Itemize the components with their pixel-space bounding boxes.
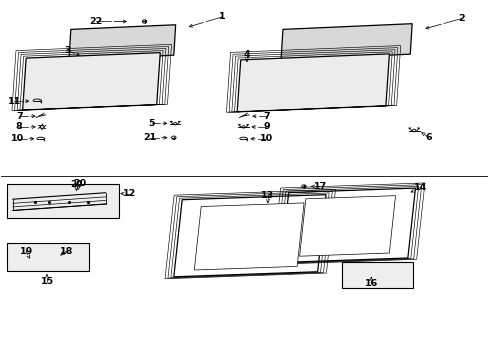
Text: 22: 22 (89, 17, 102, 26)
Polygon shape (299, 195, 395, 256)
Text: 2: 2 (457, 14, 464, 23)
Text: 3: 3 (64, 46, 71, 55)
Bar (6, 184, 119, 218)
Text: 18: 18 (60, 247, 73, 256)
Text: 6: 6 (425, 133, 431, 142)
Polygon shape (194, 203, 304, 270)
Text: 20: 20 (74, 179, 86, 188)
Text: 20: 20 (70, 180, 82, 189)
Text: 13: 13 (261, 191, 274, 200)
Bar (6, 243, 89, 271)
Polygon shape (69, 25, 175, 60)
Text: 11: 11 (8, 96, 21, 105)
Bar (341, 262, 412, 288)
Text: 10: 10 (259, 134, 272, 143)
Text: 9: 9 (263, 122, 269, 131)
Polygon shape (237, 54, 388, 112)
Text: 14: 14 (413, 183, 427, 192)
Polygon shape (281, 24, 411, 60)
Text: 10: 10 (11, 134, 24, 143)
Text: 7: 7 (263, 112, 269, 121)
Text: 7: 7 (16, 112, 22, 121)
Text: 21: 21 (142, 133, 156, 142)
Text: 12: 12 (123, 189, 136, 198)
Text: 8: 8 (16, 122, 22, 131)
Text: 16: 16 (364, 279, 377, 288)
Polygon shape (22, 53, 160, 110)
Text: 1: 1 (219, 12, 225, 21)
Text: 4: 4 (243, 50, 250, 59)
Text: 15: 15 (41, 276, 54, 285)
Text: 17: 17 (313, 182, 326, 191)
Text: 19: 19 (20, 247, 33, 256)
Text: 5: 5 (148, 119, 155, 128)
